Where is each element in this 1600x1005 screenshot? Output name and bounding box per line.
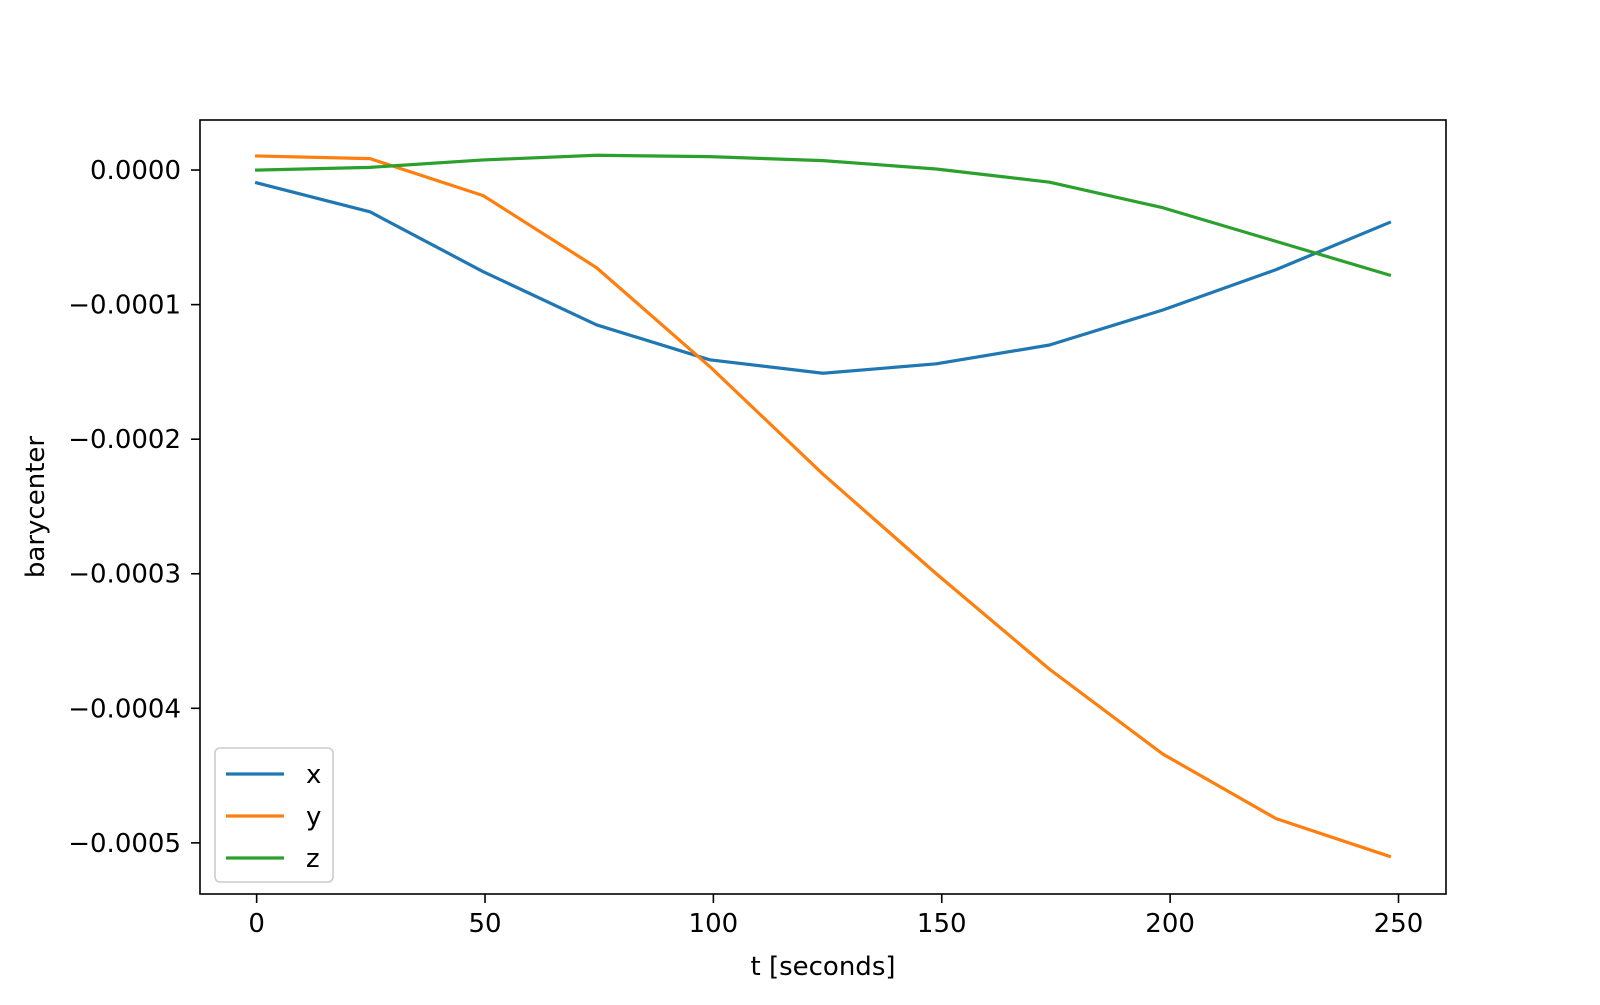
series-line-x: [254, 180, 1392, 375]
legend: xyz: [214, 747, 334, 883]
x-tick-label: 50: [468, 909, 501, 939]
x-tick-label: 150: [917, 909, 967, 939]
y-tick-label: −0.0004: [68, 694, 181, 724]
legend-label-x: x: [306, 760, 321, 790]
y-axis: 0.0000 −0.0001 −0.0002 −0.0003 −0.0004 −0.000…: [68, 156, 200, 859]
y-tick-label: −0.0002: [68, 425, 181, 455]
y-axis-label: barycenter: [21, 436, 51, 578]
x-tick-label: 200: [1145, 909, 1195, 939]
series-line-y: [255, 154, 1392, 859]
y-tick-label: −0.0003: [68, 560, 181, 590]
x-tick-label: 250: [1374, 909, 1424, 939]
legend-label-y: y: [306, 802, 321, 832]
legend-label-z: z: [306, 844, 320, 874]
series-line-z: [255, 153, 1392, 278]
x-axis: 0 50 100 150 200 250: [248, 894, 1423, 939]
y-tick-label: −0.0005: [68, 829, 181, 859]
x-tick-label: 0: [248, 909, 265, 939]
x-axis-label: t [seconds]: [750, 952, 895, 982]
y-tick-label: −0.0001: [68, 291, 181, 321]
plot-frame: [199, 119, 1447, 895]
series-layer: [254, 153, 1392, 859]
y-tick-label: 0.0000: [90, 156, 181, 186]
x-tick-label: 100: [689, 909, 739, 939]
